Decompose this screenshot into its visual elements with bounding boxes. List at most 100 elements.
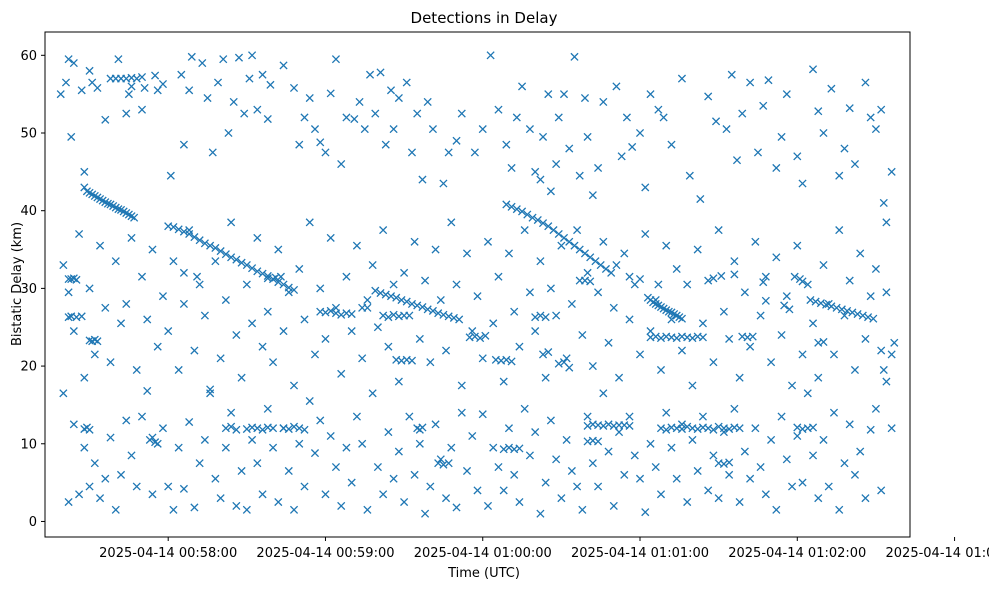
data-point-marker [447, 443, 456, 452]
data-point-marker [824, 482, 833, 491]
data-point-marker [853, 309, 862, 319]
data-point-marker [379, 311, 388, 320]
data-point-marker [709, 425, 718, 434]
data-point-marker [759, 101, 768, 110]
data-point-marker [848, 308, 857, 317]
data-point-marker [407, 148, 417, 157]
data-point-marker [819, 261, 828, 270]
data-point-marker [431, 245, 440, 254]
data-point-marker [376, 288, 385, 298]
data-point-marker [164, 482, 173, 491]
data-point-marker [413, 109, 422, 118]
data-point-marker [531, 313, 540, 322]
data-point-marker [219, 55, 228, 64]
data-point-marker [347, 327, 356, 336]
x-tick-label: 2025-04-14 00:58:00 [99, 546, 237, 561]
data-point-marker [326, 89, 335, 98]
data-point-marker [347, 478, 356, 487]
data-point-marker [321, 308, 330, 317]
data-point-marker [557, 494, 566, 503]
data-point-marker [840, 144, 849, 153]
data-point-marker [515, 444, 524, 453]
data-point-marker [64, 313, 73, 322]
data-point-marker [300, 425, 309, 434]
data-point-marker [607, 268, 616, 277]
data-point-marker [132, 365, 141, 375]
data-point-marker [279, 424, 288, 433]
data-point-marker [588, 459, 597, 468]
data-point-marker [735, 497, 744, 507]
data-point-marker [434, 309, 443, 318]
data-point-marker [373, 323, 382, 332]
data-point-marker [268, 358, 278, 367]
data-point-marker [693, 424, 702, 434]
data-point-marker [116, 319, 126, 328]
data-point-marker [704, 276, 713, 285]
data-point-marker [635, 128, 645, 138]
data-point-marker [232, 330, 241, 340]
data-point-marker [499, 445, 508, 454]
data-point-marker [525, 125, 534, 134]
data-point-marker [431, 420, 440, 429]
data-point-marker [140, 83, 149, 92]
data-point-marker [473, 486, 482, 495]
data-point-marker [266, 80, 275, 89]
data-point-marker [554, 229, 563, 239]
data-point-marker [360, 125, 369, 134]
data-point-marker [192, 272, 202, 281]
data-point-marker [798, 277, 807, 286]
data-point-marker [441, 346, 451, 355]
data-point-marker [75, 490, 84, 499]
data-point-marker [208, 148, 217, 157]
data-point-marker [295, 140, 304, 149]
data-point-marker [216, 494, 225, 503]
x-tick-label: 2025-04-14 01:00:00 [414, 546, 552, 561]
data-point-marker [887, 167, 896, 176]
data-point-marker [473, 292, 482, 301]
data-point-marker [305, 396, 314, 406]
data-point-marker [326, 306, 335, 315]
data-point-marker [502, 355, 511, 364]
data-point-marker [90, 459, 99, 468]
data-point-marker [462, 466, 472, 476]
data-point-marker [85, 66, 94, 75]
data-point-marker [599, 97, 608, 106]
data-point-marker [389, 474, 398, 483]
x-axis-label: Time (UTC) [447, 566, 520, 581]
data-point-marker [415, 334, 424, 343]
data-point-marker [575, 171, 584, 180]
data-point-marker [822, 300, 831, 309]
data-point-marker [326, 233, 335, 242]
data-point-marker [798, 350, 807, 359]
data-point-marker [229, 97, 238, 106]
data-point-marker [101, 303, 110, 312]
data-point-marker [557, 241, 566, 250]
data-point-marker [331, 55, 341, 64]
data-point-marker [253, 105, 262, 114]
data-point-marker [578, 330, 587, 340]
data-point-marker [677, 346, 687, 355]
data-point-marker [423, 305, 432, 314]
data-point-marker [803, 389, 812, 398]
data-point-marker [321, 148, 330, 157]
data-point-marker [93, 83, 102, 92]
data-point-marker [127, 451, 136, 460]
data-point-marker [696, 194, 705, 204]
data-point-marker [591, 257, 600, 266]
data-point-marker [300, 482, 309, 491]
data-point-marker [75, 229, 84, 239]
data-point-marker [56, 90, 65, 99]
data-point-marker [481, 331, 490, 340]
data-point-marker [237, 258, 246, 267]
data-point-marker [711, 117, 721, 126]
y-tick-label: 50 [20, 127, 37, 142]
data-point-marker [153, 342, 162, 351]
data-point-marker [819, 128, 828, 138]
data-point-marker [439, 310, 448, 319]
data-point-marker [554, 113, 563, 122]
data-point-marker [583, 421, 592, 430]
data-point-marker [866, 113, 875, 122]
data-point-marker [237, 373, 246, 382]
data-point-marker [554, 359, 563, 368]
data-point-marker [394, 377, 403, 386]
